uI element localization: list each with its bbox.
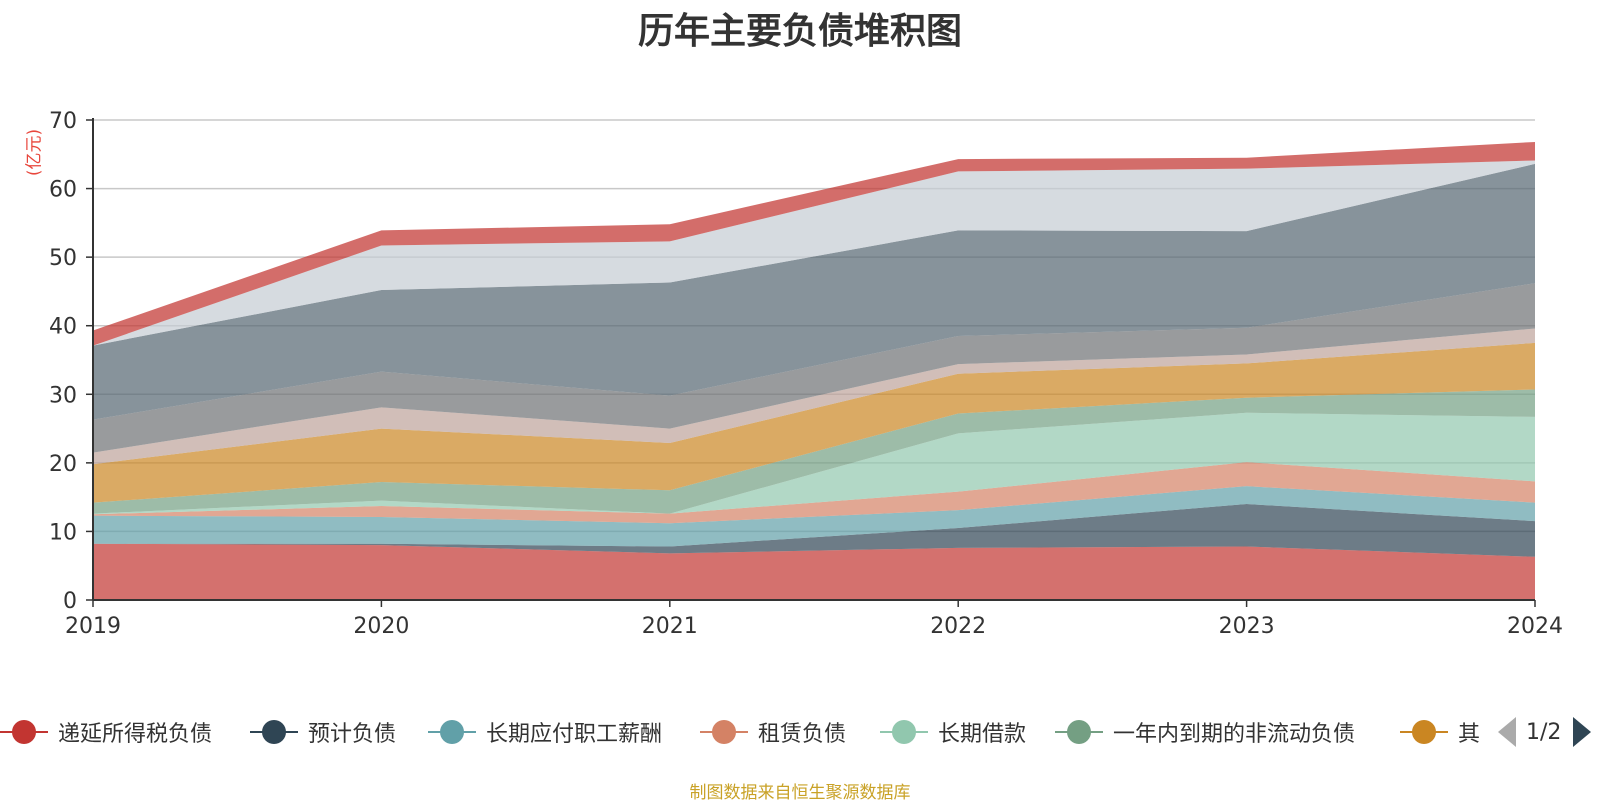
legend-label: 预计负债 [308,722,397,747]
legend-marker-icon [1400,718,1448,746]
legend-marker-icon [880,718,928,746]
y-tick-label: 60 [49,178,77,203]
area-series-12 [93,141,1535,346]
area-series-9 [93,283,1535,453]
area-series-5 [93,412,1535,515]
area-series-11 [93,160,1535,346]
area-series-2 [93,504,1535,557]
legend: 递延所得税负债 预计负债 长期应付职工薪酬 租赁负债 长期借款 一年内到期的非流动负债 其 [0,712,1600,752]
y-tick-label: 10 [49,520,77,545]
area-series-3 [93,486,1535,547]
prev-page-icon[interactable] [1498,717,1516,747]
stacked-areas [93,141,1535,600]
legend-label: 长期借款 [938,722,1027,747]
y-tick-label: 70 [49,109,77,134]
legend-marker-icon [700,718,748,746]
x-tick-label: 2020 [353,614,409,639]
y-tick-label: 50 [49,246,77,271]
legend-item[interactable]: 长期借款 [880,712,1026,752]
x-tick-label: 2019 [65,614,121,639]
area-series-1 [93,543,1535,600]
area-series-6 [93,389,1535,514]
chart-title: 历年主要负债堆积图 [637,11,962,52]
area-series-4 [93,462,1535,524]
legend-item[interactable]: 长期应付职工薪酬 [428,712,662,752]
legend-label: 其 [1458,722,1481,747]
area-series-10 [93,163,1535,420]
legend-marker-icon [428,718,476,746]
y-tick-label: 20 [49,452,77,477]
legend-label: 一年内到期的非流动负债 [1113,722,1356,747]
legend-item[interactable]: 递延所得税负债 [0,712,212,752]
next-page-icon[interactable] [1573,717,1592,747]
legend-marker-icon [1055,718,1103,746]
chart-plot: 0 10 20 30 40 50 60 70 2019 2020 2021 2022 2023 2024 [49,109,1563,639]
legend-marker-icon [250,718,298,746]
page-indicator: 1/2 [1526,719,1562,745]
y-tick-label: 0 [63,589,77,614]
x-tick-label: 2024 [1507,614,1563,639]
source-note: 制图数据来自恒生聚源数据库 [689,783,911,803]
axes: 0 10 20 30 40 50 60 70 2019 2020 2021 2022 2023 2024 [49,109,1563,639]
x-tick-label: 2023 [1219,614,1275,639]
y-tick-label: 40 [49,315,77,340]
legend-item[interactable]: 预计负债 [250,712,396,752]
legend-label: 租赁负债 [758,722,847,747]
legend-pager: 1/2 [1498,712,1592,752]
legend-item[interactable]: 其 [1400,712,1480,752]
area-series-7 [93,342,1535,503]
legend-marker-icon [0,718,48,746]
x-tick-label: 2022 [930,614,986,639]
legend-label: 长期应付职工薪酬 [486,722,663,747]
legend-item[interactable]: 租赁负债 [700,712,846,752]
legend-label: 递延所得税负债 [58,722,213,747]
legend-item[interactable]: 一年内到期的非流动负债 [1055,712,1355,752]
y-tick-label: 30 [49,383,77,408]
x-tick-label: 2021 [642,614,698,639]
